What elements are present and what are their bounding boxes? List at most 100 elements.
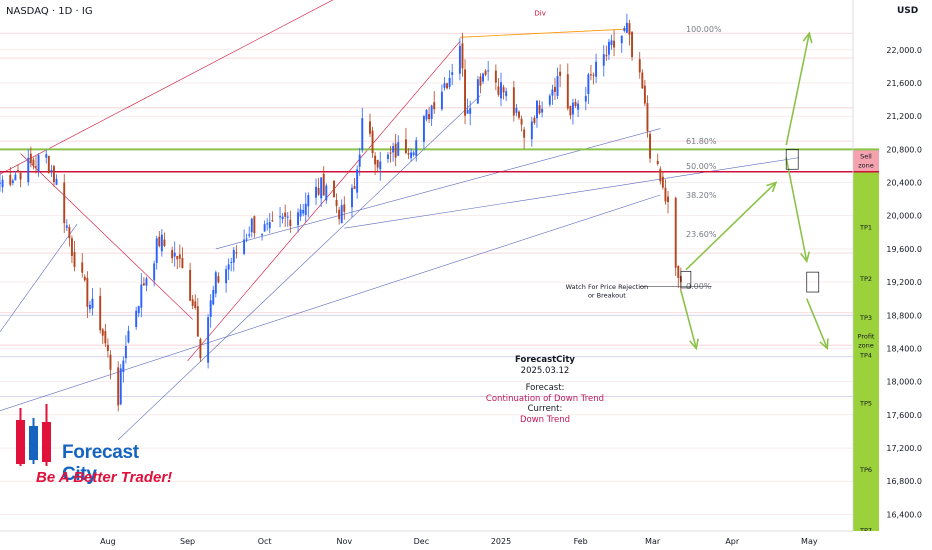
candle-body: [641, 72, 644, 89]
candle-body: [307, 195, 310, 207]
price-tick-label: 18,800.0: [886, 311, 922, 320]
candle-body: [199, 339, 202, 359]
price-tick-label: 20,800.0: [886, 145, 922, 154]
candle-body: [677, 265, 680, 278]
candle-body: [47, 155, 50, 173]
candle-body: [88, 304, 91, 310]
candle-body: [9, 174, 12, 185]
candle-body: [430, 105, 433, 119]
candle-body: [458, 45, 461, 74]
candle-body: [73, 252, 76, 267]
candle-body: [361, 118, 364, 151]
candle-body: [140, 284, 143, 308]
candle-body: [448, 77, 451, 87]
candle-body: [664, 187, 667, 202]
candle-body: [122, 360, 125, 372]
candle-body: [340, 205, 343, 224]
trend-line: [0, 0, 334, 175]
candle-body: [137, 306, 140, 314]
candle-body: [297, 212, 299, 226]
candle-body: [500, 82, 502, 99]
zone-label: Sell: [860, 153, 872, 161]
candle-body: [214, 272, 217, 294]
candle-body: [196, 306, 199, 337]
candle-body: [371, 130, 374, 154]
candle-body: [574, 101, 577, 107]
candle-body: [512, 87, 515, 116]
candle-body: [476, 79, 479, 104]
candle-body: [189, 270, 192, 301]
candle-body: [584, 95, 587, 102]
candle-body: [86, 278, 89, 307]
target-label: TP1: [859, 224, 872, 232]
candle-body: [643, 85, 646, 104]
candle-body: [225, 269, 228, 284]
candle-body: [1, 179, 4, 188]
trend-line: [117, 95, 481, 440]
candle-body: [343, 204, 346, 212]
zone-band: [853, 171, 879, 532]
candle-body: [356, 169, 359, 193]
zone-band: [853, 149, 879, 172]
candle-body: [551, 89, 554, 96]
candle-body: [443, 83, 446, 88]
date-tick-label: Oct: [258, 537, 272, 546]
candle-body: [45, 154, 48, 158]
candle-body: [55, 178, 58, 185]
trend-line: [459, 28, 627, 38]
candle-body: [17, 170, 19, 172]
candle-body: [279, 216, 282, 218]
trend-line: [20, 153, 193, 320]
candle-body: [487, 70, 490, 72]
candle-body: [32, 159, 35, 166]
target-label: TP6: [859, 466, 872, 474]
candle-body: [554, 86, 556, 92]
candle-body: [646, 103, 649, 132]
candle-body: [317, 187, 320, 195]
candle-body: [155, 238, 158, 263]
candle-body: [602, 54, 605, 66]
price-tick-label: 16,800.0: [886, 477, 922, 486]
candle-body: [407, 153, 410, 155]
price-tick-label: 20,000.0: [886, 212, 922, 221]
date-tick-label: Mar: [645, 537, 661, 546]
candle-body: [661, 176, 664, 188]
candle-body: [607, 41, 610, 55]
candle-body: [518, 111, 520, 118]
fib-label: 100.00%: [686, 25, 722, 34]
candle-body: [613, 40, 616, 48]
candle-body: [374, 155, 377, 165]
candle-body: [566, 74, 569, 109]
candle-body: [369, 121, 371, 134]
candle-body: [446, 83, 449, 89]
candle-body: [620, 35, 623, 44]
candle-body: [482, 73, 484, 82]
forecast-arrowhead: [800, 251, 811, 264]
symbol-label[interactable]: NASDAQ · 1D · IG: [6, 6, 93, 17]
candle-body: [428, 113, 431, 120]
candle-body: [315, 186, 317, 198]
candle-body: [217, 276, 220, 283]
watch-annotation: Watch For Price Rejection: [566, 283, 649, 291]
candle-body: [386, 154, 389, 159]
candle-body: [27, 157, 30, 183]
candle-body: [207, 317, 210, 363]
candle-body: [230, 262, 233, 264]
forecast-arrowhead: [689, 338, 699, 351]
candle-body: [11, 180, 14, 184]
candle-body: [250, 218, 253, 233]
currency-label[interactable]: USD: [897, 6, 919, 16]
candle-body: [538, 105, 541, 114]
date-axis-bg: [0, 531, 932, 550]
info-forecast-label: Forecast:: [525, 383, 565, 393]
candle-body: [464, 69, 467, 116]
target-label: TP3: [859, 314, 872, 322]
candle-body: [392, 146, 395, 153]
candle-body: [484, 70, 487, 75]
target-label: TP7: [859, 526, 872, 534]
forecast-arrow: [785, 33, 811, 146]
candle-body: [425, 109, 428, 120]
candle-body: [589, 74, 592, 76]
